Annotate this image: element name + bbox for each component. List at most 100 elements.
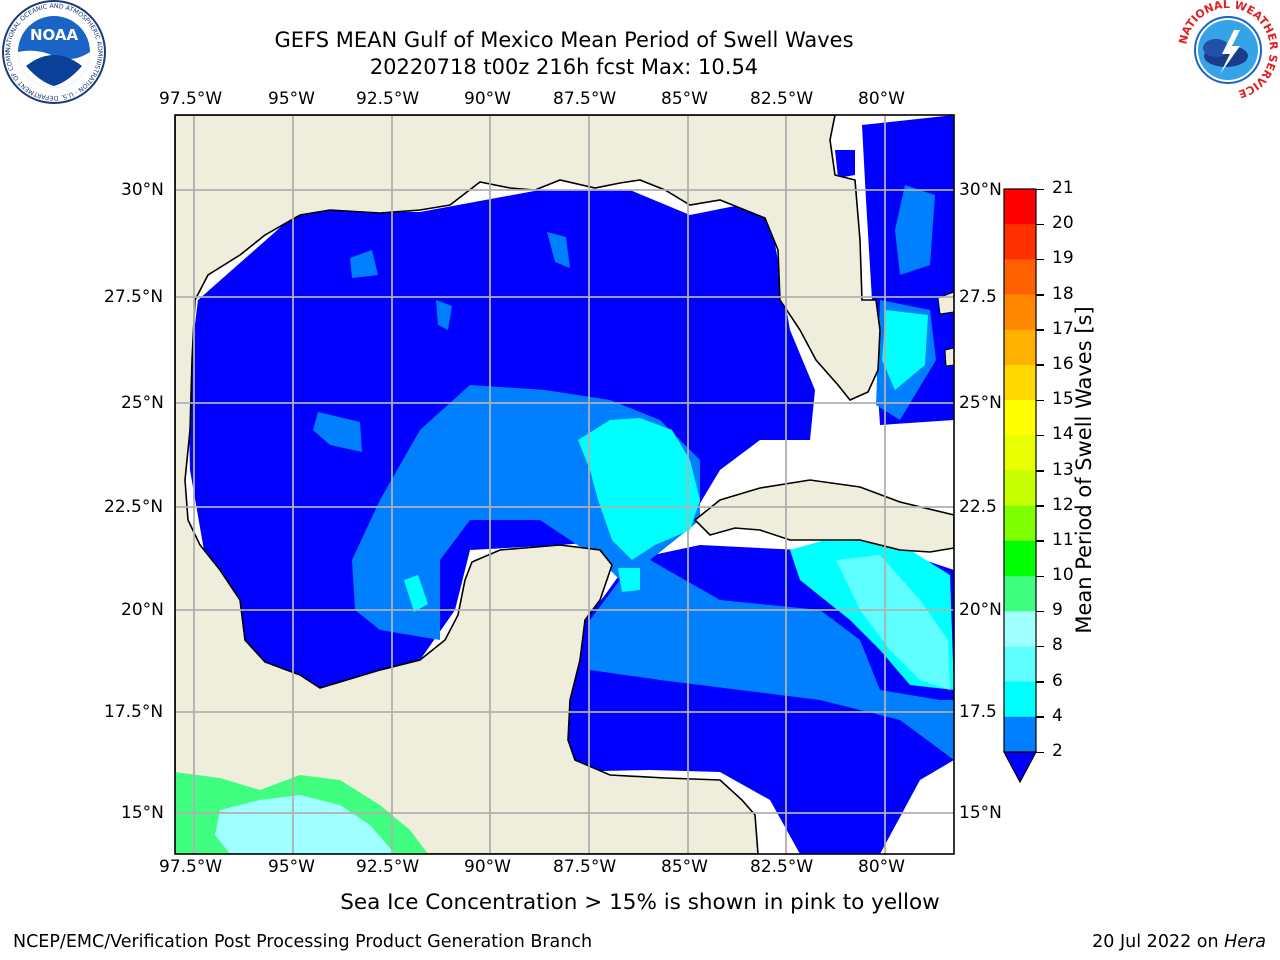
colorbar-tick-mark (1036, 751, 1044, 753)
colorbar-tick-mark (1036, 223, 1044, 226)
lat-label-right: 30°N (959, 180, 1002, 200)
lon-label-bottom: 85°W (661, 857, 708, 877)
colorbar-segment (1004, 294, 1036, 331)
colorbar-tick-label: 4 (1052, 705, 1063, 726)
colorbar-tick-label: 13 (1052, 459, 1074, 480)
colorbar-segment (1004, 505, 1036, 542)
noaa-logo-text: NOAA (30, 26, 79, 44)
colorbar-tick-label: 15 (1052, 389, 1074, 410)
lat-label-left: 15°N (121, 803, 164, 823)
lat-label-right: 27.5 (959, 287, 997, 307)
lon-label-bottom: 92.5°W (356, 857, 420, 877)
colorbar-tick-label: 6 (1052, 670, 1063, 691)
footer-date-text: 20 Jul 2022 on (1092, 932, 1225, 952)
lat-label-right: 15°N (959, 803, 1002, 823)
colorbar-segment (1004, 681, 1036, 718)
colorbar-tick-label: 11 (1052, 529, 1074, 550)
sea-ice-note: Sea Ice Concentration > 15% is shown in … (340, 890, 940, 915)
lon-label-bottom: 87.5°W (553, 857, 617, 877)
colorbar-tick-mark (1036, 540, 1044, 542)
lat-label-left: 20°N (121, 600, 164, 620)
colorbar-tick-mark (1036, 258, 1044, 261)
colorbar-segment (1004, 646, 1036, 683)
colorbar-tick-mark (1036, 294, 1044, 296)
map-frame (174, 114, 955, 855)
lat-label-right: 20°N (959, 600, 1002, 620)
noaa-logo-icon: NATIONAL OCEANIC AND ATMOSPHERIC ADMINIS… (2, 0, 106, 104)
land-mainland (175, 115, 881, 854)
colorbar-tick-mark (1036, 399, 1044, 402)
colorbar-tick-label: 12 (1052, 494, 1074, 515)
colorbar-segment (1004, 329, 1036, 366)
colorbar-tick-label: 17 (1052, 318, 1074, 339)
colorbar-tick-label: 16 (1052, 353, 1074, 374)
lon-label-bottom: 80°W (858, 857, 905, 877)
colorbar-tick-label: 2 (1052, 741, 1063, 761)
lon-label-top: 85°W (661, 89, 708, 109)
colorbar-tick-mark (1036, 505, 1044, 507)
colorbar-tick-mark (1036, 610, 1044, 613)
colorbar-tick-label: 20 (1052, 213, 1074, 234)
colorbar-tick-mark (1036, 575, 1044, 578)
colorbar-segment (1004, 540, 1036, 577)
swell-high-core (578, 418, 700, 560)
colorbar (1003, 188, 1037, 784)
map-subtitle: 20220718 t00z 216h fcst Max: 10.54 (369, 55, 759, 79)
footer-date: 20 Jul 2022 on Hera (1092, 932, 1266, 952)
colorbar-tick-label: 10 (1052, 565, 1074, 586)
lon-label-bottom: 90°W (464, 857, 511, 877)
lat-label-left: 30°N (121, 180, 164, 200)
colorbar-tick-label: 19 (1052, 248, 1074, 269)
lon-label-top: 95°W (268, 89, 315, 109)
map-title: GEFS MEAN Gulf of Mexico Mean Period of … (274, 28, 854, 52)
land-cuba (693, 479, 954, 553)
colorbar-tick-mark (1036, 681, 1044, 683)
lon-label-top: 90°W (464, 89, 511, 109)
colorbar-segment (1004, 716, 1036, 753)
footer-host: Hera (1224, 932, 1266, 952)
lon-label-bottom: 95°W (268, 857, 315, 877)
lat-label-left: 27.5°N (104, 287, 164, 307)
lon-label-top: 97.5°W (159, 89, 223, 109)
nws-logo-icon: NATIONAL WEATHER SERVICE (1176, 0, 1280, 100)
colorbar-tick-label: 21 (1052, 178, 1074, 198)
colorbar-segment (1004, 364, 1036, 401)
colorbar-tick-label: 18 (1052, 283, 1074, 304)
colorbar-label: Mean Period of Swell Waves [s] (1072, 306, 1096, 634)
colorbar-tick-label: 9 (1052, 600, 1063, 621)
colorbar-tick-mark (1036, 716, 1044, 718)
colorbar-segment (1004, 400, 1036, 436)
lat-label-left: 17.5°N (104, 702, 164, 722)
colorbar-tick-mark (1036, 188, 1044, 190)
colorbar-segment (1004, 435, 1036, 472)
lat-label-right: 25°N (959, 393, 1002, 413)
colorbar-tick-mark (1036, 329, 1044, 331)
colorbar-segment (1004, 189, 1036, 225)
lat-label-left: 22.5°N (104, 497, 164, 517)
lon-label-bottom: 82.5°W (750, 857, 814, 877)
swell-mid-band (352, 385, 954, 760)
colorbar-segment (1004, 576, 1036, 612)
colorbar-tick-mark (1036, 470, 1044, 472)
colorbar-segment (1004, 611, 1036, 648)
colorbar-segment (1004, 224, 1036, 260)
lon-label-top: 82.5°W (750, 89, 814, 109)
colorbar-tick-mark (1036, 434, 1044, 437)
footer-credit: NCEP/EMC/Verification Post Processing Pr… (13, 932, 593, 952)
map-gridlines (175, 115, 954, 854)
lon-label-top: 92.5°W (356, 89, 420, 109)
lat-label-right: 22.5 (959, 497, 997, 517)
lon-label-bottom: 97.5°W (159, 857, 223, 877)
lon-label-top: 80°W (858, 89, 905, 109)
colorbar-tick-mark (1036, 645, 1044, 648)
map-area (175, 115, 954, 854)
colorbar-segment (1004, 470, 1036, 507)
lat-label-left: 25°N (121, 393, 164, 413)
colorbar-tick-label: 8 (1052, 635, 1063, 656)
colorbar-tick-mark (1036, 364, 1044, 366)
lon-label-top: 87.5°W (553, 89, 617, 109)
colorbar-tick-label: 14 (1052, 424, 1074, 445)
colorbar-segment (1004, 259, 1036, 296)
lat-label-right: 17.5 (959, 702, 997, 722)
